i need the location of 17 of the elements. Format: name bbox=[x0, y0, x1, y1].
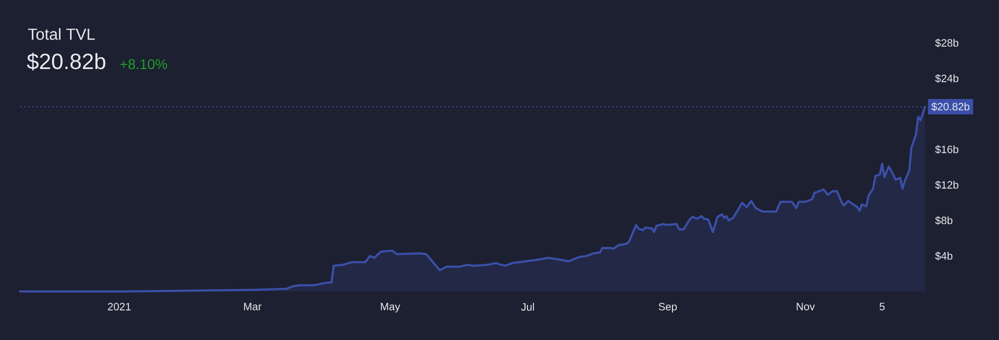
x-tick-label: Jul bbox=[521, 302, 534, 311]
y-tick-label: $4b bbox=[935, 252, 952, 260]
x-tick-label: Mar bbox=[244, 302, 262, 310]
chart-title: Total TVL bbox=[28, 28, 95, 40]
y-tick-label: $28b bbox=[935, 38, 958, 48]
y-tick-label: $16b bbox=[935, 145, 958, 154]
y-tick-label: $8b bbox=[935, 216, 952, 225]
x-tick-label: May bbox=[380, 302, 400, 312]
y-tick-label: $24b bbox=[935, 74, 958, 83]
ref-line-label: $20.82b bbox=[931, 102, 970, 112]
x-tick-label: Nov bbox=[796, 302, 815, 310]
y-tick-label: $12b bbox=[935, 180, 958, 190]
x-tick-label: 2021 bbox=[108, 302, 131, 310]
x-tick-label: Sep bbox=[658, 302, 677, 313]
chart-subtitle: $20.82b bbox=[26, 52, 106, 71]
annotation: +8.10% bbox=[120, 59, 168, 70]
x-tick-label: 5 bbox=[880, 302, 885, 310]
